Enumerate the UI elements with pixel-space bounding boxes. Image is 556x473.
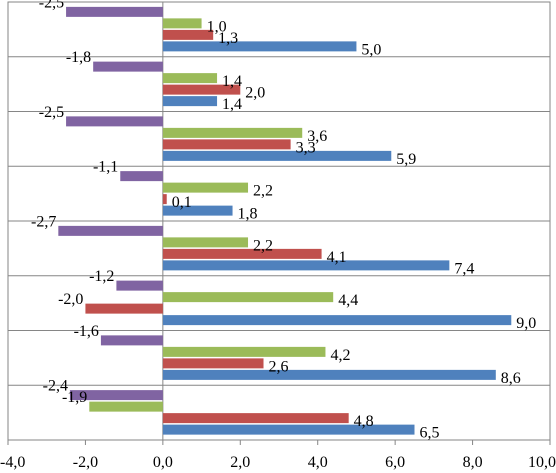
value-label: 7,4 [454,260,474,277]
bar-g8-s1 [162,424,415,435]
x-tick-label: 2,0 [230,454,250,471]
x-tick-label: 4,0 [308,454,328,471]
value-label: 4,2 [330,347,350,364]
bar-g3-s4 [66,116,163,127]
bar-g6-s4 [116,280,163,291]
x-tick-label: -2,0 [73,454,98,471]
value-label: 6,5 [420,425,440,442]
bar-g1-s3 [162,18,202,29]
bar-g7-s1 [162,369,496,380]
value-label: 4,1 [327,249,347,266]
bar-g1-s1 [162,41,357,52]
value-label: -1,2 [89,268,114,285]
value-label: -1,1 [93,159,118,176]
value-label: 4,4 [338,292,358,309]
value-label-layer: -2,5 1,01,3 5,0 -1,8 1,42,01,4 -2,5 3,63,3 5,9 -… [31,0,536,442]
x-tick-label: -4,0 [0,454,25,471]
bar-g5-s3 [162,237,249,248]
bar-g1-s2 [162,29,214,40]
value-label: -1,8 [66,49,91,66]
bar-g4-s1 [162,205,233,216]
value-label: 3,3 [296,139,316,156]
bar-g6-s3 [162,292,334,303]
bar-g5-s2 [162,248,322,259]
bar-g6-s1 [162,315,512,326]
bar-g3-s1 [162,150,392,161]
bar-g3-s3 [162,127,303,138]
bar-layer [58,6,512,435]
x-tick-label: 0,0 [153,454,173,471]
value-label: 1,0 [207,18,227,35]
bar-g6-s2 [85,303,163,314]
value-label: 1,8 [238,206,258,223]
value-label: -2,5 [39,104,64,121]
bar-g2-s2 [162,84,241,95]
value-label: 5,9 [396,151,416,168]
value-label: -1,6 [74,323,99,340]
bar-g5-s1 [162,260,450,271]
value-label: 1,3 [218,30,238,47]
value-label: 1,4 [222,73,242,90]
bar-g2-s4 [93,61,163,72]
bar-g7-s4 [100,335,163,346]
bar-g1-s4 [66,6,163,17]
value-label: 0,1 [172,194,192,211]
value-label: -2,7 [31,213,56,230]
bar-g4-s2 [162,194,167,205]
value-label: -2,5 [39,0,64,11]
value-label: 2,2 [253,237,273,254]
x-tick-label: 6,0 [385,454,405,471]
value-label: -1,9 [62,389,87,406]
bar-g8-s4 [69,390,163,401]
x-axis: -4,0 -2,0 0,0 2,0 4,0 6,0 8,0 10,0 [0,440,556,471]
bar-g2-s1 [162,96,218,107]
value-label: 3,6 [307,128,327,145]
x-tick-label: 8,0 [463,454,483,471]
bar-g5-s4 [58,225,163,236]
bar-g2-s3 [162,73,218,84]
bar-g7-s2 [162,358,264,369]
x-tick-label: 10,0 [528,454,556,471]
value-label: 2,0 [245,85,265,102]
bar-g3-s2 [162,139,291,150]
bar-g4-s3 [162,182,249,193]
value-label: 4,8 [354,413,374,430]
value-label: 2,2 [253,183,273,200]
bar-g8-s2 [162,413,349,424]
value-label: 5,0 [361,41,381,58]
value-label: -2,0 [58,291,83,308]
bar-g8-s3 [89,401,163,412]
value-label: 9,0 [516,315,536,332]
value-label: 1,4 [222,96,242,113]
bar-g4-s4 [120,171,163,182]
value-label: 8,6 [501,370,521,387]
bar-g7-s3 [162,346,326,357]
value-label: 2,6 [269,358,289,375]
value-label: -2,4 [43,378,68,395]
